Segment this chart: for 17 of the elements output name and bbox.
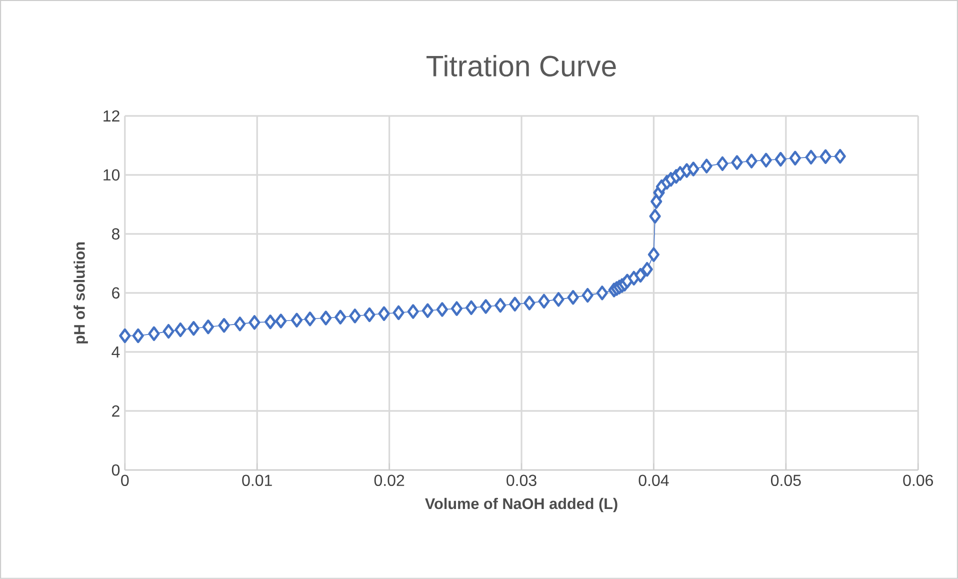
y-tick-label: 6 (112, 287, 120, 299)
x-tick-label: 0 (121, 474, 129, 486)
x-tick-label: 0.06 (903, 474, 933, 486)
chart-title: Titration Curve (426, 54, 616, 77)
y-tick-label: 2 (112, 405, 120, 417)
y-tick-label: 8 (112, 228, 120, 240)
x-axis-title: Volume of NaOH added (L) (425, 498, 618, 512)
y-tick-label: 10 (104, 169, 120, 181)
x-tick-label: 0.03 (506, 474, 536, 486)
x-tick-label: 0.01 (242, 474, 272, 486)
y-tick-label: 0 (112, 464, 120, 476)
y-tick-label: 4 (112, 346, 120, 358)
y-axis-title: pH of solution (74, 242, 88, 344)
x-tick-label: 0.04 (638, 474, 669, 486)
x-tick-label: 0.02 (374, 474, 404, 486)
x-tick-label: 0.05 (770, 474, 801, 486)
y-tick-label: 12 (104, 110, 120, 122)
